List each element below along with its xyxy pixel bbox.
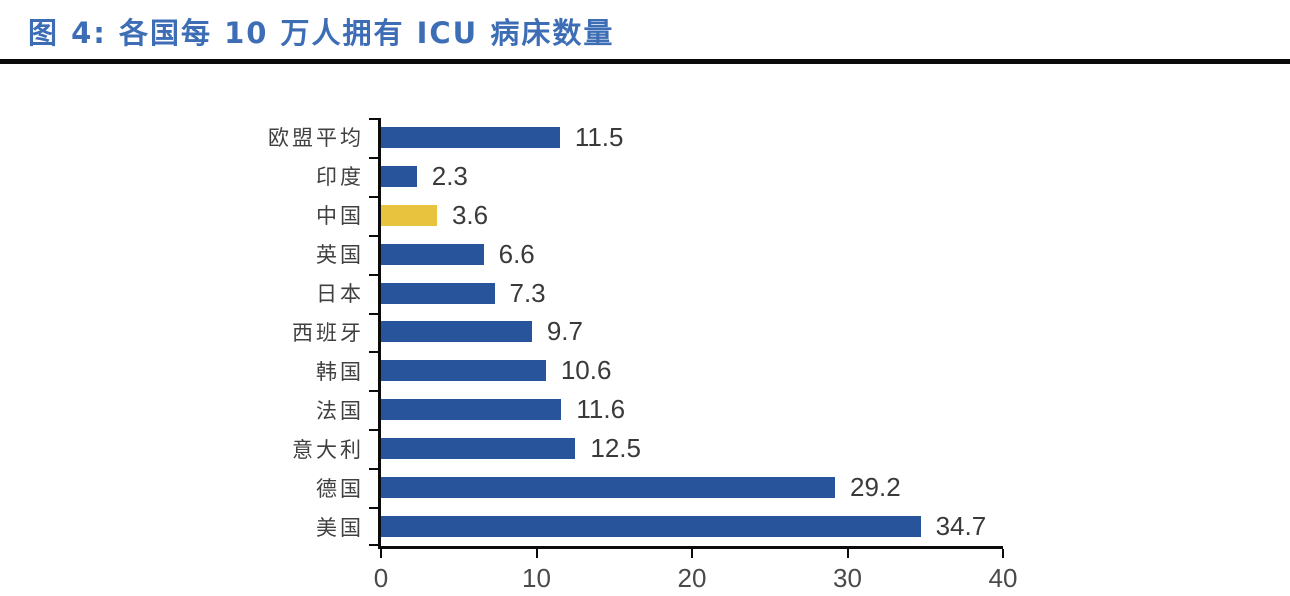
x-axis-tick-label: 40 [988,563,1018,593]
bar-row: 美国 34.7 [316,507,1003,546]
bar-row: 德国 29.2 [316,468,1003,507]
bar [381,516,921,538]
value-label: 3.6 [451,199,489,230]
y-axis-tick [369,390,378,393]
bar-row: 英国 6.6 [316,235,1003,274]
y-axis-tick [369,351,378,354]
y-axis-tick [369,429,378,432]
value-label: 9.7 [546,316,583,347]
y-axis-tick [369,195,378,198]
x-axis-tick-label: 30 [833,563,862,593]
category-label: 中国 [316,204,364,229]
bar-row: 日本 7.3 [316,274,1003,313]
value-label: 7.3 [509,277,546,308]
value-label: 29.2 [850,472,901,503]
bar [381,360,546,382]
bar [381,243,484,265]
category-label: 意大利 [292,437,364,462]
value-label: 2.3 [431,160,468,191]
chart-title: 图 4: 各国每 10 万人拥有 ICU 病床数量 [28,16,615,50]
category-label: 美国 [316,515,364,540]
y-axis-tick [369,273,378,276]
category-label: 德国 [316,476,364,501]
bar-row: 意大利 12.5 [292,429,1003,468]
category-label: 日本 [316,282,364,307]
bar-row: 西班牙 9.7 [292,313,1003,352]
x-axis-tick-label: 20 [677,563,707,593]
category-label: 法国 [316,398,364,423]
value-label: 11.6 [576,394,626,425]
bar [381,282,495,304]
x-axis-tick-label: 0 [373,563,389,593]
y-axis-tick [369,118,378,120]
x-axis-tick [535,549,538,558]
bar-highlighted [381,204,437,226]
bar [381,165,417,187]
value-label: 10.6 [560,355,612,386]
x-axis-tick [691,549,693,558]
category-label: 西班牙 [292,320,364,345]
bar [381,321,532,343]
y-axis-tick [369,312,378,315]
bar-row: 印度 2.3 [316,157,1003,196]
plot-area: 欧盟平均 11.5 印度 2.3 中国 3.6 英国 6.6 日本 7.3 西班牙 9.7 韩国 10.6… [268,118,1017,593]
x-axis-tick [846,549,849,558]
bar [381,399,562,421]
category-label: 印度 [316,165,364,190]
value-label: 6.6 [498,238,535,269]
y-axis-tick [369,468,378,471]
bar [381,477,836,499]
y-axis-tick [369,156,378,159]
category-label: 欧盟平均 [268,126,364,151]
x-axis-tick [380,549,382,558]
bar [381,438,576,460]
bar-row: 韩国 10.6 [316,351,1003,390]
x-axis-tick-label: 10 [522,563,551,593]
value-label: 12.5 [590,433,641,464]
y-axis-tick [369,234,378,237]
value-label: 11.5 [574,121,624,152]
value-label: 34.7 [935,511,987,542]
bar-row: 中国 3.6 [316,196,1003,235]
bar [381,126,560,148]
bar-row: 法国 11.6 [316,390,1003,429]
category-label: 英国 [316,243,364,268]
bar-row: 欧盟平均 11.5 [268,118,1003,157]
y-axis-tick [369,544,378,546]
category-label: 韩国 [316,359,364,384]
title-underline [0,59,1290,64]
y-axis-tick [369,507,378,510]
x-axis-tick [1002,549,1004,558]
